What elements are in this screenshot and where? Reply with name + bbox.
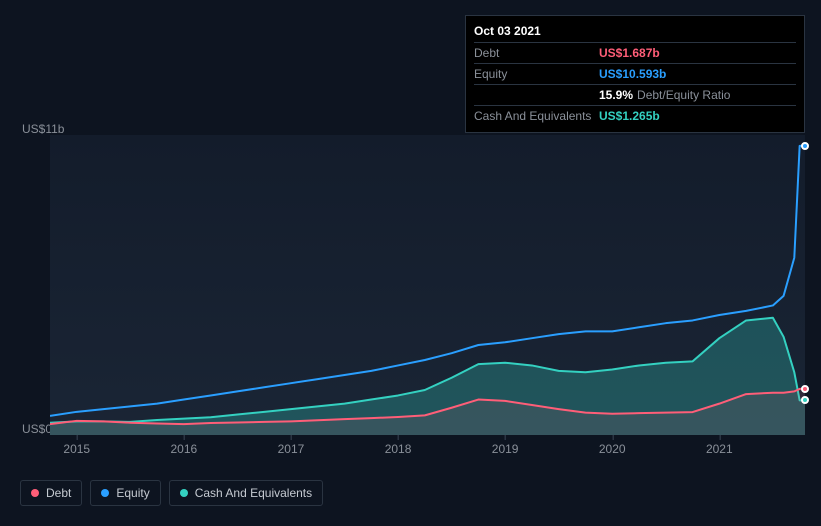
tooltip-row-label xyxy=(474,88,599,102)
x-axis: 2015 2016 2017 2018 2019 2020 2021 xyxy=(50,442,805,462)
tooltip-row-value: US$10.593b xyxy=(599,67,666,81)
series-marker xyxy=(801,385,809,393)
series-marker xyxy=(801,396,809,404)
y-axis-label-top: US$11b xyxy=(22,122,64,136)
tooltip-row: Cash And EquivalentsUS$1.265b xyxy=(474,105,796,126)
tooltip-row: 15.9%Debt/Equity Ratio xyxy=(474,84,796,105)
tooltip-row-value: 15.9%Debt/Equity Ratio xyxy=(599,88,730,102)
legend-dot-icon xyxy=(180,489,188,497)
legend-dot-icon xyxy=(101,489,109,497)
chart-svg xyxy=(50,135,805,435)
tooltip-date: Oct 03 2021 xyxy=(474,22,796,42)
x-axis-tick: 2021 xyxy=(706,442,733,456)
chart-tooltip: Oct 03 2021 DebtUS$1.687bEquityUS$10.593… xyxy=(465,15,805,133)
tooltip-row: DebtUS$1.687b xyxy=(474,42,796,63)
legend-item[interactable]: Cash And Equivalents xyxy=(169,480,323,506)
tooltip-row: EquityUS$10.593b xyxy=(474,63,796,84)
chart-legend: Debt Equity Cash And Equivalents xyxy=(20,480,323,506)
legend-label: Cash And Equivalents xyxy=(195,486,312,500)
legend-item[interactable]: Equity xyxy=(90,480,160,506)
legend-item[interactable]: Debt xyxy=(20,480,82,506)
tooltip-row-label: Cash And Equivalents xyxy=(474,109,599,123)
legend-dot-icon xyxy=(31,489,39,497)
x-axis-tick: 2019 xyxy=(492,442,519,456)
tooltip-row-note: Debt/Equity Ratio xyxy=(637,88,730,102)
x-axis-tick: 2020 xyxy=(599,442,626,456)
x-axis-tick: 2017 xyxy=(278,442,305,456)
legend-label: Equity xyxy=(116,486,149,500)
y-axis-label-bottom: US$0 xyxy=(22,422,52,436)
x-axis-tick: 2018 xyxy=(385,442,412,456)
tooltip-row-label: Debt xyxy=(474,46,599,60)
tooltip-row-value: US$1.265b xyxy=(599,109,660,123)
x-axis-tick: 2015 xyxy=(63,442,90,456)
chart-plot-area[interactable] xyxy=(50,135,805,435)
tooltip-row-label: Equity xyxy=(474,67,599,81)
legend-label: Debt xyxy=(46,486,71,500)
tooltip-row-value: US$1.687b xyxy=(599,46,660,60)
x-axis-tick: 2016 xyxy=(171,442,198,456)
series-marker xyxy=(801,142,809,150)
